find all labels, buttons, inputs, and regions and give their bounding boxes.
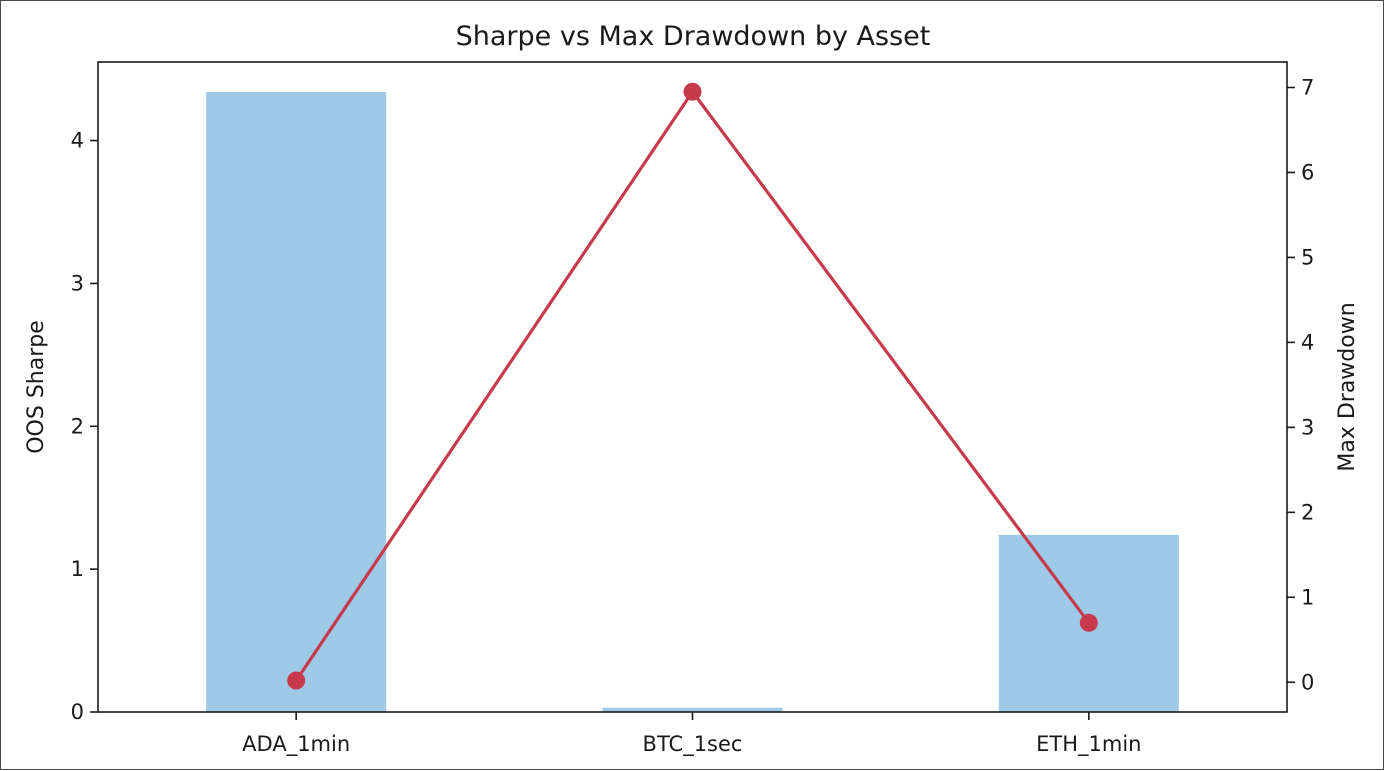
left-y-axis-label: OOS Sharpe [24, 320, 49, 454]
x-tick-label: BTC_1sec [643, 732, 743, 757]
left-y-tick-label: 4 [71, 129, 84, 153]
right-y-tick-label: 4 [1301, 330, 1314, 354]
x-tick-label: ADA_1min [242, 732, 350, 757]
left-y-tick-label: 0 [71, 700, 84, 724]
drawdown-point-ada-1min [287, 671, 306, 690]
right-y-axis-label: Max Drawdown [1335, 302, 1360, 471]
drawdown-point-eth-1min [1079, 613, 1098, 632]
max-drawdown-line [294, 90, 1091, 682]
left-y-axis: 0 1 2 3 4 [71, 129, 98, 724]
points-layer [287, 82, 1098, 690]
right-y-tick-label: 0 [1301, 670, 1314, 694]
right-y-tick-label: 5 [1301, 245, 1314, 269]
left-y-tick-label: 1 [71, 557, 84, 581]
right-y-axis: 0 1 2 3 4 5 6 7 [1287, 75, 1314, 694]
chart-title: Sharpe vs Max Drawdown by Asset [456, 21, 931, 52]
right-y-tick-label: 7 [1301, 75, 1314, 99]
bars-layer [206, 92, 1179, 712]
x-tick-label: ETH_1min [1036, 732, 1141, 757]
left-y-tick-label: 3 [71, 271, 84, 295]
bar-btc-1sec [602, 707, 783, 712]
right-y-tick-label: 6 [1301, 160, 1314, 184]
line-layer [294, 90, 1091, 682]
x-axis: ADA_1min BTC_1sec ETH_1min [242, 712, 1142, 757]
right-y-tick-label: 1 [1301, 585, 1314, 609]
drawdown-point-btc-1sec [683, 82, 702, 101]
right-y-tick-label: 2 [1301, 500, 1314, 524]
bar-ada-1min [206, 92, 387, 712]
left-y-tick-label: 2 [71, 414, 84, 438]
right-y-tick-label: 3 [1301, 415, 1314, 439]
